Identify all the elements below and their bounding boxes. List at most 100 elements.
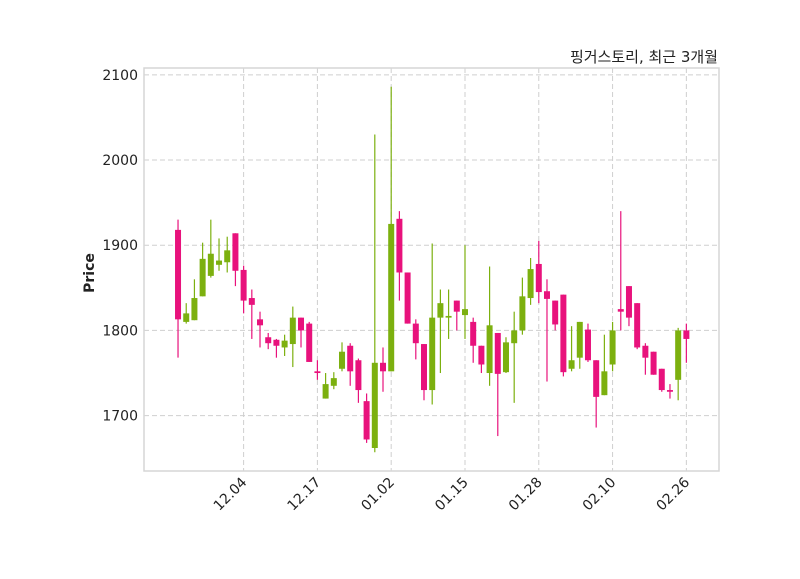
x-tick-label: 12.04 xyxy=(211,474,251,514)
candle-body xyxy=(396,218,403,273)
candle-body xyxy=(216,260,223,265)
x-tick-label: 02.26 xyxy=(654,474,694,514)
candle-down xyxy=(355,358,362,403)
candle-body xyxy=(412,323,419,344)
candle-body xyxy=(183,313,190,322)
candle-body xyxy=(191,298,198,321)
candle-down xyxy=(232,233,239,287)
candle-down xyxy=(314,360,321,380)
candle-down xyxy=(404,272,411,324)
candle-body xyxy=(658,368,665,391)
y-tick-label: 2100 xyxy=(102,68,138,84)
candle-body xyxy=(240,269,247,301)
candle-up xyxy=(675,327,682,401)
candle-body xyxy=(502,342,509,373)
candle-body xyxy=(437,303,444,318)
candle-body xyxy=(175,229,182,320)
candle-body xyxy=(298,317,305,331)
candle-down xyxy=(617,211,624,331)
x-tick-label: 01.28 xyxy=(506,475,546,515)
candle-up xyxy=(191,279,198,321)
candle-down xyxy=(240,265,247,314)
candle-up xyxy=(429,243,436,405)
candle-body xyxy=(642,345,649,358)
candle-down xyxy=(273,338,280,358)
candle-body xyxy=(199,258,206,297)
candle-down xyxy=(470,317,477,363)
candle-body xyxy=(273,339,280,346)
candle-body xyxy=(625,286,632,318)
candle-down xyxy=(420,344,427,401)
candle-down xyxy=(560,294,567,377)
candle-body xyxy=(314,371,321,374)
candle-up xyxy=(461,245,468,339)
candle-down xyxy=(650,351,657,375)
candle-body xyxy=(593,360,600,397)
candle-up xyxy=(224,236,231,273)
candle-body xyxy=(609,330,616,365)
candle-down xyxy=(248,289,255,339)
candle-body xyxy=(306,323,313,362)
candle-up xyxy=(511,311,518,403)
x-tick-label: 12.17 xyxy=(285,475,325,515)
candle-up xyxy=(216,238,223,271)
candle-body xyxy=(535,263,542,293)
candle-body xyxy=(371,362,378,448)
candle-body xyxy=(519,296,526,331)
x-tick-label: 01.02 xyxy=(358,475,398,515)
candle-down xyxy=(453,300,460,331)
candle-body xyxy=(675,330,682,380)
candle-up xyxy=(388,86,395,372)
candle-body xyxy=(568,360,575,369)
candle-body xyxy=(560,294,567,373)
candle-body xyxy=(429,317,436,391)
candle-body xyxy=(470,321,477,346)
y-axis-label: Price xyxy=(82,253,98,293)
candle-up xyxy=(199,242,206,297)
candle-body xyxy=(486,325,493,374)
candle-body xyxy=(445,315,452,318)
candle-down xyxy=(584,323,591,362)
x-tick-label: 02.10 xyxy=(580,475,620,515)
candle-down xyxy=(642,343,649,375)
candle-down xyxy=(298,317,305,348)
candle-body xyxy=(650,351,657,375)
candle-down xyxy=(658,368,665,392)
candle-body xyxy=(388,223,395,372)
candle-up xyxy=(330,372,337,390)
candle-body xyxy=(207,253,214,276)
candle-body xyxy=(404,272,411,324)
candle-body xyxy=(281,340,288,348)
candle-up xyxy=(486,266,493,386)
candle-down xyxy=(634,303,641,350)
candle-up xyxy=(576,321,583,369)
x-tick-label: 01.15 xyxy=(432,475,472,515)
candle-up xyxy=(281,334,288,356)
candles xyxy=(175,86,690,453)
candle-down xyxy=(494,332,501,437)
candle-down xyxy=(683,323,690,363)
candle-up xyxy=(289,306,296,368)
candle-down xyxy=(625,286,632,327)
candle-body xyxy=(601,371,608,396)
candle-down xyxy=(175,219,182,358)
candle-up xyxy=(183,303,190,324)
candle-body xyxy=(248,298,255,305)
candle-body xyxy=(363,401,370,440)
candle-up xyxy=(568,326,575,372)
candle-down xyxy=(478,345,485,374)
candle-body xyxy=(527,269,534,299)
grid xyxy=(144,68,719,471)
candle-body xyxy=(461,309,468,316)
candle-body xyxy=(322,384,329,399)
candle-down xyxy=(265,332,272,350)
candle-down xyxy=(535,240,542,304)
candle-up xyxy=(601,334,608,396)
candle-body xyxy=(453,300,460,312)
candle-up xyxy=(527,257,534,305)
y-tick-label: 1900 xyxy=(102,238,138,254)
candle-down xyxy=(552,300,559,331)
candle-body xyxy=(232,233,239,271)
chart-title: 핑거스토리, 최근 3개월 xyxy=(570,48,718,66)
